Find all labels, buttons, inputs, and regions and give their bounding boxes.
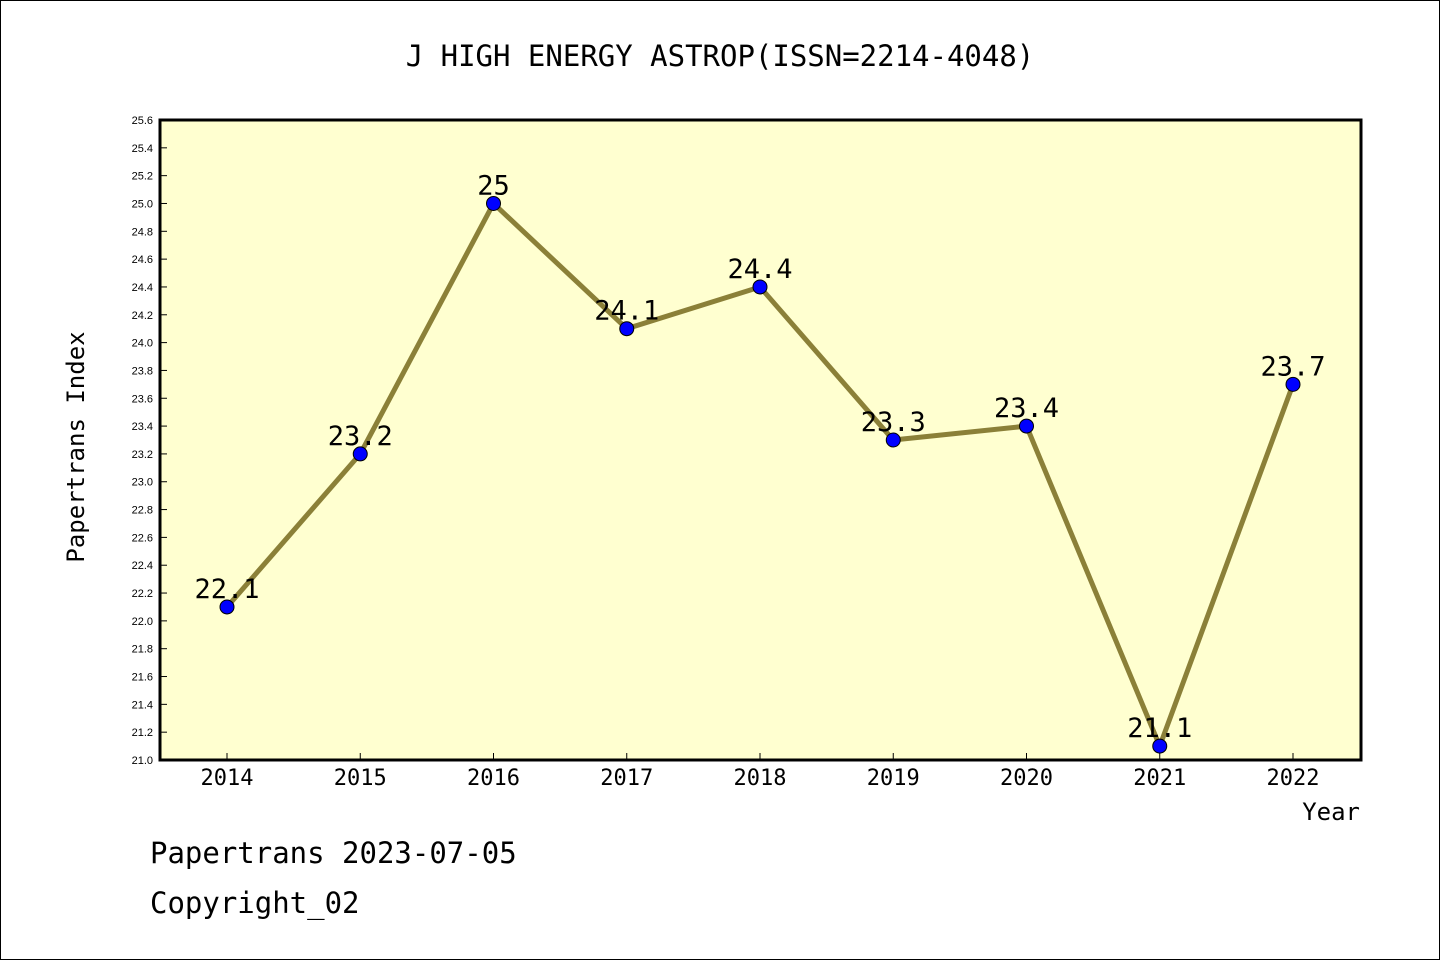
data-point: [352, 446, 368, 462]
y-tick-label: 22.0: [132, 616, 153, 628]
data-point: [752, 279, 768, 295]
y-tick-label: 25.4: [132, 143, 153, 155]
y-tick-label: 23.4: [132, 421, 153, 433]
plot-border: [158, 118, 1363, 762]
y-tick-label: 24.8: [132, 226, 153, 238]
x-tick-label: 2017: [600, 766, 653, 791]
y-tick-label: 22.4: [132, 560, 153, 572]
x-tick-label: 2021: [1133, 766, 1186, 791]
y-tick-label: 22.6: [132, 532, 153, 544]
y-axis-ticks: 21.0 21.2 21.4 21.6 21.8 22.0 22.2 22.4 22.6 22.8…: [132, 115, 167, 767]
data-point: [219, 599, 235, 615]
y-tick-label: 24.4: [132, 282, 153, 294]
data-labels: 22.1 23.2 25 24.1 24.4 23.3 23.4 21.1 23.7: [194, 170, 1325, 744]
data-point: [486, 195, 501, 211]
x-tick-label: 2020: [1000, 766, 1053, 791]
y-tick-label: 25.6: [132, 115, 153, 127]
x-tick-label: 2019: [867, 766, 920, 791]
data-label: 23.4: [994, 393, 1059, 424]
data-markers: [219, 195, 1301, 754]
data-label: 23.2: [328, 421, 393, 452]
x-tick-label: 2018: [734, 766, 787, 791]
data-point: [619, 321, 635, 337]
x-tick-label: 2015: [334, 766, 387, 791]
y-tick-label: 21.8: [132, 644, 153, 656]
y-tick-label: 24.6: [132, 254, 153, 266]
data-point: [1285, 376, 1301, 392]
y-tick-label: 23.8: [132, 365, 153, 377]
x-tick-label: 2016: [467, 766, 520, 791]
data-label: 23.3: [861, 407, 926, 438]
footer-date-text: Papertrans 2023-07-05: [150, 836, 517, 870]
y-tick-label: 23.6: [132, 393, 153, 405]
y-tick-label: 25.2: [132, 171, 153, 183]
y-tick-label: 21.4: [132, 699, 153, 711]
y-axis-label: Papertrans Index: [62, 331, 90, 562]
data-label: 22.1: [194, 574, 259, 605]
y-tick-label: 22.8: [132, 505, 153, 517]
y-tick-label: 25.0: [132, 198, 153, 210]
x-tick-label: 2014: [201, 766, 254, 791]
x-tick-label: 2022: [1267, 766, 1320, 791]
chart-title: J HIGH ENERGY ASTROP(ISSN=2214-4048): [406, 39, 1035, 73]
data-label: 25: [477, 170, 510, 201]
y-tick-label: 23.2: [132, 449, 153, 461]
y-tick-label: 24.0: [132, 338, 153, 350]
y-tick-label: 23.0: [132, 477, 153, 489]
footer-copyright-text: Copyright_02: [150, 886, 360, 920]
data-point: [885, 432, 901, 448]
data-label: 24.4: [727, 254, 792, 285]
plot-area: [160, 120, 1361, 760]
data-point: [1019, 418, 1034, 434]
data-label: 23.7: [1260, 351, 1325, 382]
y-tick-label: 24.2: [132, 310, 153, 322]
y-tick-label: 21.6: [132, 672, 153, 684]
data-point: [1152, 738, 1168, 754]
data-label: 21.1: [1127, 713, 1192, 744]
data-label: 24.1: [594, 296, 659, 327]
y-tick-label: 21.2: [132, 727, 153, 739]
x-axis-ticks: 2014 2015 2016 2017 2018 2019 2020 2021 2022: [201, 753, 1320, 791]
x-axis-label: Year: [1302, 798, 1360, 826]
y-tick-label: 21.0: [132, 755, 153, 767]
y-tick-label: 22.2: [132, 588, 153, 600]
